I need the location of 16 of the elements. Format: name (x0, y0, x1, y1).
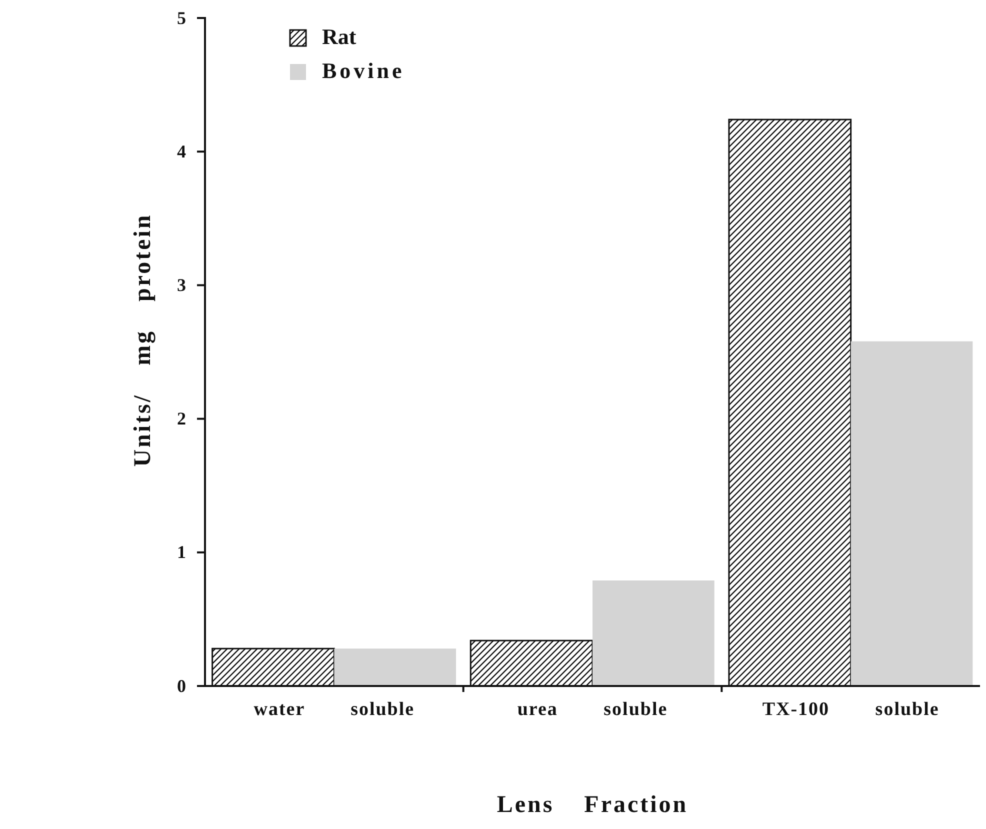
y-tick-label: 0 (177, 676, 186, 696)
y-tick-label: 3 (177, 274, 186, 295)
x-tick-label: TX-100 soluble (762, 699, 940, 720)
y-tick-label: 4 (177, 141, 186, 162)
y-tick-label: 1 (177, 542, 186, 562)
legend-label: Rat (322, 24, 357, 49)
y-tick-label: 5 (177, 8, 186, 28)
bar (334, 648, 456, 686)
x-tick-label: urea soluble (517, 699, 668, 720)
x-axis-title: Lens Fraction (496, 792, 688, 818)
legend-label: Bovine (322, 58, 405, 83)
bar (592, 580, 714, 686)
y-axis-title: Units/ mg protein (130, 213, 156, 467)
x-tick-label: water soluble (254, 699, 415, 720)
y-tick-label: 2 (177, 408, 186, 429)
bar (850, 341, 973, 686)
